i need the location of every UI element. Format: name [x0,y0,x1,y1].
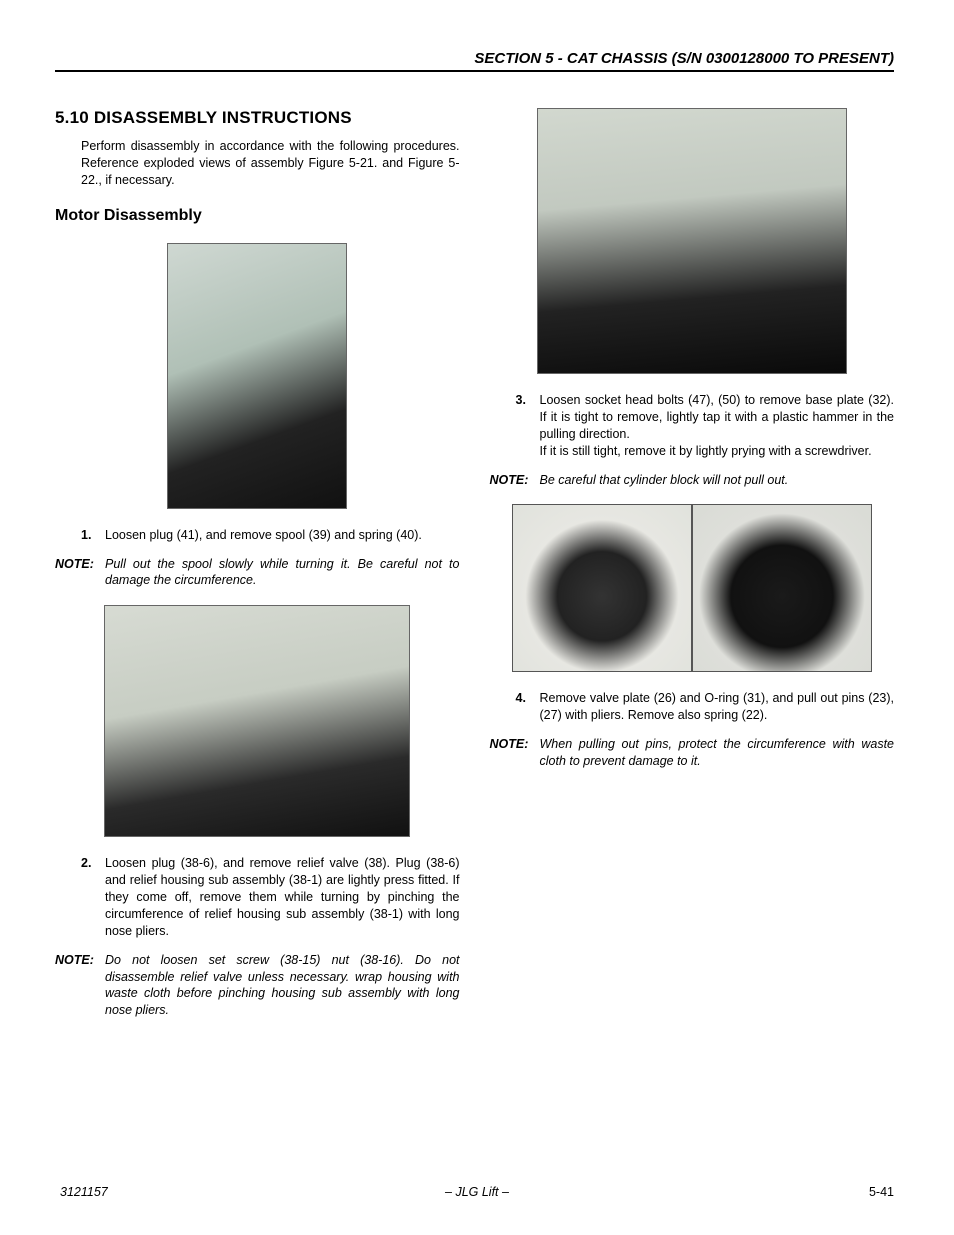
footer-docnum: 3121157 [60,1185,108,1199]
step-2-text: Loosen plug (38-6), and remove relief va… [105,855,460,939]
step-4-number: 4. [516,690,540,724]
note-2: NOTE: Do not loosen set screw (38-15) nu… [55,952,460,1020]
step-list-4: 4. Remove valve plate (26) and O-ring (3… [490,690,895,724]
step-1: 1. Loosen plug (41), and remove spool (3… [81,527,460,544]
step-1-number: 1. [81,527,105,544]
step-2-number: 2. [81,855,105,939]
note-1-text: Pull out the spool slowly while turning … [105,556,460,590]
note-2-text: Do not loosen set screw (38-15) nut (38-… [105,952,460,1020]
step-3-text-a: Loosen socket head bolts (47), (50) to r… [540,393,895,441]
section-header: SECTION 5 - CAT CHASSIS (S/N 0300128000 … [55,50,894,67]
step-list-1: 1. Loosen plug (41), and remove spool (3… [55,527,460,544]
step-3-text: Loosen socket head bolts (47), (50) to r… [540,392,895,460]
note-2-label: NOTE: [55,952,105,1020]
section-number: 5.10 [55,108,89,127]
figure-1 [55,243,460,509]
header-rule [55,70,894,72]
figure-3 [490,108,895,374]
figure-4 [490,504,895,672]
figure-4-right [692,504,872,672]
step-3-number: 3. [516,392,540,460]
figure-2-image [104,605,410,837]
figure-1-image [167,243,347,509]
note-3-text: Be careful that cylinder block will not … [540,472,895,489]
page-footer: 3121157 – JLG Lift – 5-41 [60,1185,894,1199]
step-list-3: 3. Loosen socket head bolts (47), (50) t… [490,392,895,460]
step-1-text: Loosen plug (41), and remove spool (39) … [105,527,460,544]
note-4-text: When pulling out pins, protect the circu… [540,736,895,770]
note-4-label: NOTE: [490,736,540,770]
note-1-label: NOTE: [55,556,105,590]
step-2: 2. Loosen plug (38-6), and remove relief… [81,855,460,939]
step-list-2: 2. Loosen plug (38-6), and remove relief… [55,855,460,939]
section-title: DISASSEMBLY INSTRUCTIONS [94,108,352,127]
section-number-title: 5.10 DISASSEMBLY INSTRUCTIONS [55,108,460,128]
footer-pagenum: 5-41 [869,1185,894,1199]
note-3-label: NOTE: [490,472,540,489]
intro-paragraph: Perform disassembly in accordance with t… [81,138,460,189]
step-4-text: Remove valve plate (26) and O-ring (31),… [540,690,895,724]
figure-4-left [512,504,692,672]
left-column: 5.10 DISASSEMBLY INSTRUCTIONS Perform di… [55,108,460,1035]
note-4: NOTE: When pulling out pins, protect the… [490,736,895,770]
step-3-text-b: If it is still tight, remove it by light… [540,444,872,458]
step-3: 3. Loosen socket head bolts (47), (50) t… [516,392,895,460]
note-1: NOTE: Pull out the spool slowly while tu… [55,556,460,590]
content-columns: 5.10 DISASSEMBLY INSTRUCTIONS Perform di… [55,108,894,1035]
figure-2 [55,605,460,837]
note-3: NOTE: Be careful that cylinder block wil… [490,472,895,489]
figure-4-image [512,504,872,672]
step-4: 4. Remove valve plate (26) and O-ring (3… [516,690,895,724]
figure-3-image [537,108,847,374]
footer-brand: – JLG Lift – [445,1185,509,1199]
right-column: 3. Loosen socket head bolts (47), (50) t… [490,108,895,1035]
subheading-motor: Motor Disassembly [55,207,460,225]
